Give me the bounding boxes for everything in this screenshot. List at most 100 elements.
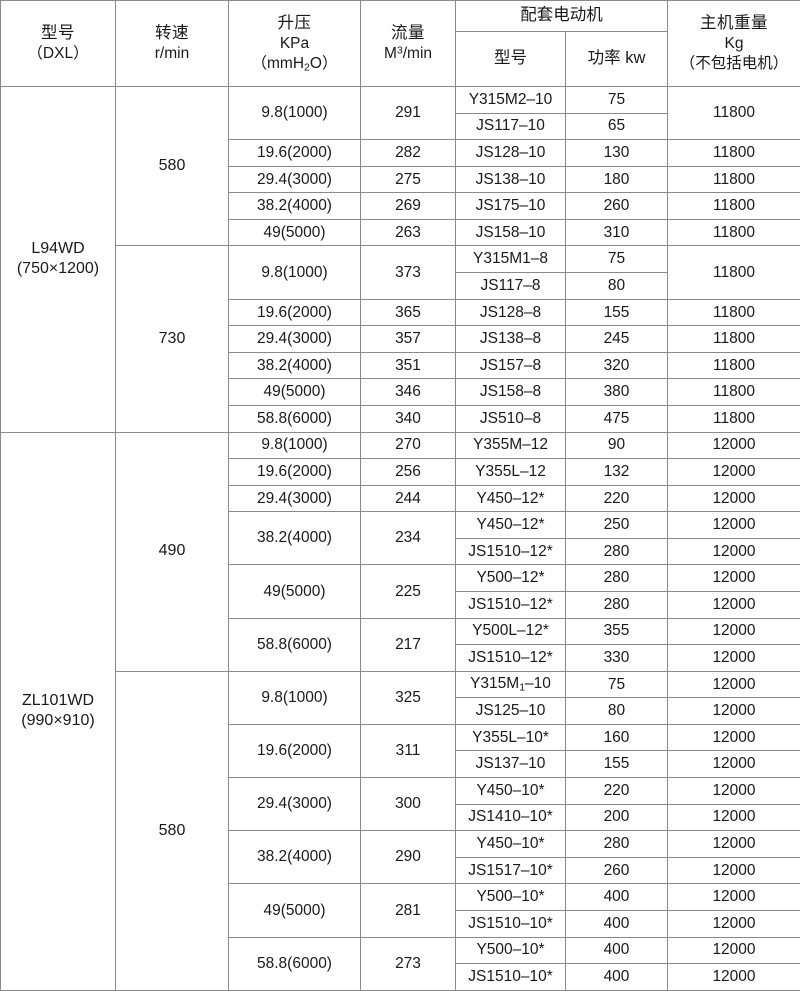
cell-flow: 357 [360, 325, 456, 353]
cell-motor-model: JS175–10 [455, 192, 566, 220]
cell-motor-model: JS1410–10* [455, 803, 566, 832]
cell-motor-model: JS128–10 [455, 139, 566, 167]
cell-flow: 365 [360, 298, 456, 327]
cell-motor-power: 280 [565, 590, 668, 619]
header-speed: 转速 r/min [115, 0, 229, 87]
cell-motor-power: 200 [565, 803, 668, 832]
cell-motor-model: JS128–8 [455, 298, 566, 327]
cell-weight: 12000 [667, 590, 800, 619]
cell-flow: 273 [360, 936, 456, 991]
cell-pressure: 29.4(3000) [228, 165, 361, 194]
table-row: JS1510–10* 400 12000 [1, 909, 800, 938]
cell-motor-power: 245 [565, 325, 668, 353]
cell-motor-power: 400 [565, 883, 668, 911]
cell-motor-power: 400 [565, 936, 668, 965]
table-row: JS1510–12* 280 12000 [1, 590, 800, 619]
cell-weight: 12000 [667, 670, 800, 699]
cell-weight: 11800 [667, 139, 800, 167]
cell-motor-power: 180 [565, 165, 668, 194]
cell-motor-power: 475 [565, 404, 668, 433]
cell-motor-model: Y355M–12 [455, 431, 566, 460]
table-header: 型号 （DXL） 转速 r/min 升压 KPa （mmH2O） 流量 M3/m… [0, 0, 800, 87]
cell-weight: 12000 [667, 883, 800, 911]
cell-motor-model: Y500–10* [455, 883, 566, 911]
cell-flow: 281 [360, 883, 456, 938]
cell-weight: 12000 [667, 564, 800, 592]
cell-weight: 12000 [667, 537, 800, 566]
cell-weight: 12000 [667, 458, 800, 486]
header-flow: 流量 M3/min [360, 0, 456, 87]
cell-motor-power: 132 [565, 458, 668, 486]
cell-weight: 12000 [667, 750, 800, 779]
cell-motor-model: JS1510–12* [455, 537, 566, 566]
table-row: 58.8(6000) 217 Y500L–12* 355 12000 [1, 617, 800, 672]
cell-motor-power: 130 [565, 139, 668, 167]
cell-motor-model: JS157–8 [455, 351, 566, 380]
cell-weight: 12000 [667, 830, 800, 858]
table-row: JS117–8 80 [1, 272, 800, 300]
cell-motor-power: 280 [565, 564, 668, 592]
cell-motor-power: 400 [565, 909, 668, 938]
table-row: JS1410–10* 200 12000 [1, 803, 800, 832]
cell-flow: 290 [360, 830, 456, 885]
table-row: JS1510–10* 400 12000 [1, 963, 800, 991]
cell-weight: 11800 [667, 218, 800, 247]
cell-pressure: 38.2(4000) [228, 351, 361, 380]
cell-flow: 373 [360, 245, 456, 300]
table-row: 38.2(4000) 269 JS175–10 260 11800 [1, 192, 800, 220]
cell-pressure: 29.4(3000) [228, 325, 361, 353]
cell-pressure: 58.8(6000) [228, 936, 361, 991]
cell-flow: 311 [360, 723, 456, 779]
cell-machine-model: ZL101WD (990×910) [0, 431, 116, 991]
machine-model-name: L94WD [31, 239, 85, 257]
cell-weight: 12000 [667, 777, 800, 805]
cell-motor-power: 250 [565, 511, 668, 539]
cell-flow: 340 [360, 404, 456, 433]
cell-pressure: 9.8(1000) [228, 85, 361, 141]
cell-speed: 490 [115, 431, 229, 672]
cell-pressure: 49(5000) [228, 378, 361, 406]
table-row: 29.4(3000) 275 JS138–10 180 11800 [1, 165, 800, 194]
cell-motor-model: Y500L–12* [455, 617, 566, 646]
cell-motor-model: JS117–8 [455, 272, 566, 300]
cell-weight: 12000 [667, 644, 800, 672]
cell-weight: 12000 [667, 909, 800, 938]
header-weight: 主机重量 Kg （不包括电机） [667, 0, 800, 87]
cell-motor-power: 380 [565, 378, 668, 406]
table-row: 730 9.8(1000) 373 Y315M1–8 75 11800 [1, 245, 800, 433]
header-motor-group: 配套电动机 [455, 0, 668, 32]
table-row: 580 9.8(1000) 325 Y315M1–10 75 12000 [1, 670, 800, 991]
cell-flow: 351 [360, 351, 456, 380]
cell-weight: 12000 [667, 617, 800, 646]
cell-pressure: 38.2(4000) [228, 830, 361, 885]
cell-motor-power: 310 [565, 218, 668, 247]
machine-model-size: (990×910) [21, 712, 95, 730]
cell-motor-model: JS1510–12* [455, 644, 566, 672]
cell-motor-model: JS1510–10* [455, 963, 566, 991]
cell-pressure: 19.6(2000) [228, 458, 361, 486]
cell-flow: 291 [360, 85, 456, 141]
cell-motor-model: Y315M2–10 [455, 86, 566, 114]
table-row: 49(5000) 225 Y500–12* 280 12000 [1, 564, 800, 619]
cell-pressure: 9.8(1000) [228, 245, 361, 300]
table-row: 49(5000) 346 JS158–8 380 11800 [1, 378, 800, 406]
cell-flow: 244 [360, 484, 456, 513]
cell-motor-power: 280 [565, 830, 668, 858]
cell-motor-model: Y450–12* [455, 511, 566, 539]
table-row: JS1517–10* 260 12000 [1, 856, 800, 885]
cell-flow: 270 [360, 431, 456, 460]
cell-motor-model: Y315M1–8 [455, 245, 566, 274]
cell-pressure: 58.8(6000) [228, 617, 361, 672]
cell-weight: 12000 [667, 803, 800, 832]
table-row: 38.2(4000) 290 Y450–10* 280 12000 [1, 830, 800, 885]
cell-motor-model: JS1510–12* [455, 590, 566, 619]
cell-pressure: 9.8(1000) [228, 670, 361, 725]
cell-motor-model: Y450–10* [455, 830, 566, 858]
cell-motor-power: 220 [565, 484, 668, 513]
header-pressure-unit: （mmH2O） [251, 54, 338, 73]
machine-model-size: (750×1200) [16, 260, 100, 278]
table-row: 19.6(2000) 256 Y355L–12 132 12000 [1, 458, 800, 486]
table-row: JS117–10 65 [1, 112, 800, 141]
cell-motor-power: 320 [565, 351, 668, 380]
cell-flow: 234 [360, 511, 456, 566]
